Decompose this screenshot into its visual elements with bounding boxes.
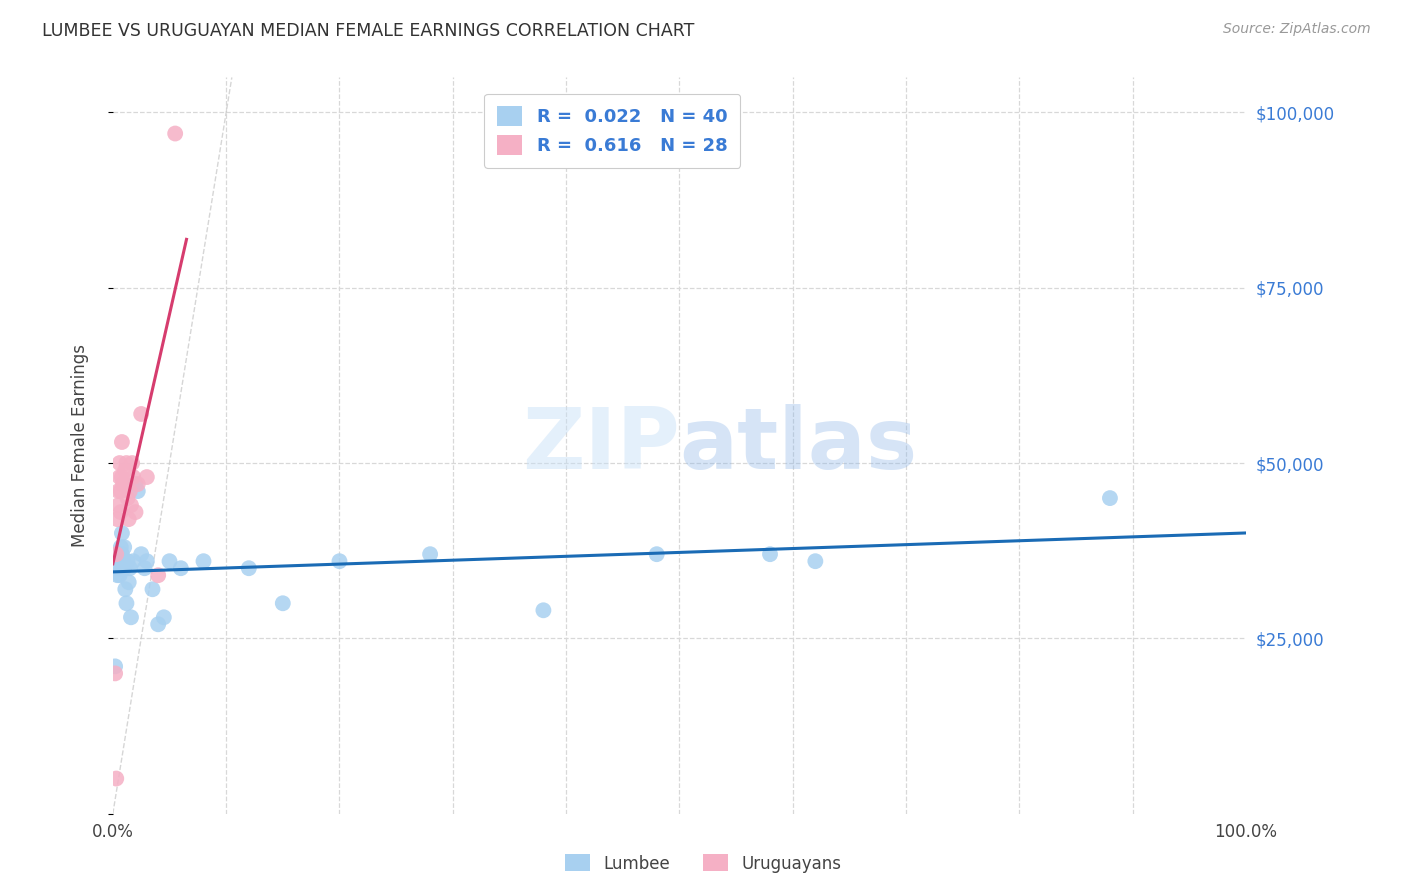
- Point: [110, 484, 132, 499]
- Point: [107, 561, 129, 575]
- Point: [129, 547, 152, 561]
- Point: [238, 561, 260, 575]
- Point: [129, 407, 152, 421]
- Point: [193, 554, 215, 568]
- Point: [118, 575, 141, 590]
- Point: [111, 526, 134, 541]
- Point: [110, 540, 132, 554]
- Point: [105, 772, 128, 786]
- Point: [271, 596, 294, 610]
- Point: [117, 554, 139, 568]
- Point: [419, 547, 441, 561]
- Point: [114, 463, 136, 477]
- Point: [118, 512, 141, 526]
- Point: [112, 477, 135, 491]
- Point: [112, 561, 135, 575]
- Point: [105, 568, 128, 582]
- Point: [141, 582, 163, 597]
- Point: [105, 547, 128, 561]
- Point: [135, 554, 157, 568]
- Point: [122, 554, 145, 568]
- Text: LUMBEE VS URUGUAYAN MEDIAN FEMALE EARNINGS CORRELATION CHART: LUMBEE VS URUGUAYAN MEDIAN FEMALE EARNIN…: [42, 22, 695, 40]
- Point: [118, 561, 141, 575]
- Point: [115, 456, 138, 470]
- Point: [120, 610, 142, 624]
- Point: [108, 470, 131, 484]
- Point: [134, 561, 156, 575]
- Point: [804, 554, 827, 568]
- Point: [107, 498, 129, 512]
- Point: [107, 484, 129, 499]
- Point: [111, 435, 134, 450]
- Point: [111, 470, 134, 484]
- Point: [108, 456, 131, 470]
- Point: [124, 505, 146, 519]
- Point: [121, 456, 143, 470]
- Point: [124, 477, 146, 491]
- Point: [645, 547, 668, 561]
- Point: [165, 127, 187, 141]
- Point: [118, 484, 141, 499]
- Text: Source: ZipAtlas.com: Source: ZipAtlas.com: [1223, 22, 1371, 37]
- Point: [170, 561, 193, 575]
- Point: [108, 568, 131, 582]
- Point: [153, 610, 176, 624]
- Point: [146, 617, 169, 632]
- Point: [112, 540, 135, 554]
- Point: [112, 554, 135, 568]
- Point: [127, 484, 149, 499]
- Point: [127, 477, 149, 491]
- Point: [146, 568, 169, 582]
- Point: [110, 561, 132, 575]
- Legend: Lumbee, Uruguayans: Lumbee, Uruguayans: [558, 847, 848, 880]
- Point: [114, 582, 136, 597]
- Point: [110, 505, 132, 519]
- Point: [122, 470, 145, 484]
- Point: [135, 470, 157, 484]
- Point: [115, 596, 138, 610]
- Point: [105, 547, 128, 561]
- Text: ZIP: ZIP: [522, 404, 679, 487]
- Point: [328, 554, 350, 568]
- Point: [108, 554, 131, 568]
- Y-axis label: Median Female Earnings: Median Female Earnings: [72, 344, 89, 547]
- Point: [112, 477, 135, 491]
- Point: [117, 491, 139, 505]
- Point: [120, 498, 142, 512]
- Text: atlas: atlas: [679, 404, 918, 487]
- Point: [531, 603, 554, 617]
- Point: [111, 547, 134, 561]
- Point: [104, 659, 127, 673]
- Legend: R =  0.022   N = 40, R =  0.616   N = 28: R = 0.022 N = 40, R = 0.616 N = 28: [485, 94, 740, 168]
- Point: [104, 666, 127, 681]
- Point: [759, 547, 782, 561]
- Point: [1098, 491, 1121, 505]
- Point: [159, 554, 181, 568]
- Point: [105, 512, 128, 526]
